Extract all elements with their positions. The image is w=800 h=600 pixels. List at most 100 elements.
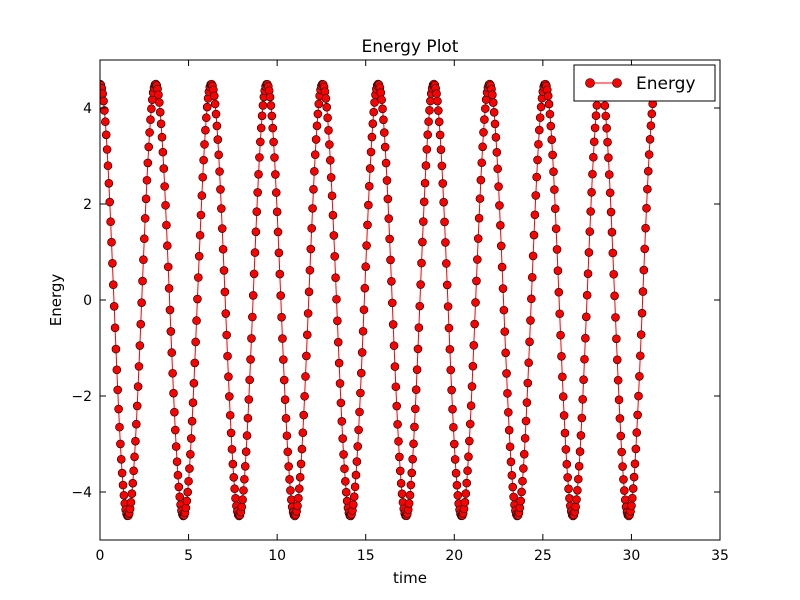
legend-marker bbox=[585, 78, 595, 88]
energy-point bbox=[303, 309, 313, 318]
energy-point bbox=[387, 276, 396, 286]
energy-point bbox=[188, 398, 198, 408]
energy-point bbox=[309, 185, 318, 194]
energy-point bbox=[144, 142, 154, 152]
energy-point bbox=[114, 404, 123, 414]
energy-point bbox=[229, 472, 239, 482]
energy-point bbox=[269, 137, 278, 147]
energy-point bbox=[410, 422, 419, 432]
energy-point bbox=[489, 108, 499, 117]
energy-point bbox=[119, 490, 129, 500]
energy-point bbox=[536, 102, 546, 112]
energy-point bbox=[479, 128, 488, 137]
energy-point bbox=[465, 436, 474, 446]
energy-point bbox=[246, 355, 255, 364]
energy-point bbox=[183, 487, 192, 497]
energy-point bbox=[364, 181, 374, 191]
energy-point bbox=[299, 410, 309, 420]
energy-point bbox=[298, 428, 308, 438]
energy-point bbox=[240, 462, 250, 471]
energy-point bbox=[166, 327, 176, 336]
energy-point bbox=[580, 354, 589, 364]
energy-point bbox=[550, 204, 560, 214]
energy-point bbox=[393, 420, 402, 429]
energy-point bbox=[448, 404, 457, 414]
energy-point bbox=[368, 119, 378, 128]
energy-point bbox=[384, 214, 394, 223]
energy-point bbox=[360, 283, 370, 293]
energy-point bbox=[256, 123, 266, 133]
energy-point bbox=[308, 204, 317, 213]
energy-point bbox=[173, 470, 183, 480]
energy-point bbox=[508, 482, 518, 492]
energy-point bbox=[629, 472, 639, 482]
x-tick-label: 5 bbox=[184, 548, 193, 564]
energy-point bbox=[162, 220, 171, 230]
energy-point bbox=[110, 323, 120, 333]
energy-point bbox=[390, 362, 400, 371]
energy-point bbox=[272, 207, 282, 217]
energy-point bbox=[635, 371, 644, 381]
energy-point bbox=[550, 185, 559, 194]
energy-point bbox=[518, 476, 527, 486]
energy-point bbox=[389, 341, 399, 351]
energy-point bbox=[143, 158, 153, 168]
energy-point bbox=[147, 104, 156, 114]
energy-point bbox=[434, 106, 443, 115]
energy-point bbox=[440, 217, 449, 227]
energy-point bbox=[406, 480, 416, 490]
energy-point bbox=[226, 428, 236, 438]
energy-point bbox=[562, 459, 572, 469]
energy-point bbox=[209, 91, 219, 101]
energy-point bbox=[133, 382, 143, 391]
energy-point bbox=[265, 92, 275, 102]
energy-point bbox=[323, 113, 332, 123]
energy-point bbox=[441, 238, 450, 247]
energy-point bbox=[417, 258, 426, 268]
energy-point bbox=[546, 121, 556, 131]
energy-point bbox=[392, 401, 402, 411]
energy-point bbox=[509, 492, 518, 502]
energy-point bbox=[585, 227, 595, 236]
energy-point bbox=[645, 135, 655, 144]
energy-point bbox=[215, 167, 224, 176]
energy-point bbox=[563, 473, 572, 482]
energy-point bbox=[416, 280, 425, 289]
energy-point bbox=[363, 220, 372, 230]
energy-point bbox=[544, 99, 554, 109]
energy-point bbox=[255, 153, 264, 162]
energy-point bbox=[476, 175, 486, 185]
energy-point bbox=[420, 178, 430, 188]
energy-point bbox=[186, 434, 196, 443]
energy-point bbox=[279, 375, 289, 385]
energy-point bbox=[581, 312, 591, 322]
energy-point bbox=[163, 262, 173, 272]
energy-point bbox=[108, 258, 117, 268]
energy-point bbox=[618, 462, 627, 471]
energy-point bbox=[643, 166, 653, 176]
energy-point bbox=[543, 91, 553, 101]
energy-point bbox=[418, 217, 428, 226]
energy-point bbox=[201, 125, 210, 135]
y-tick-label: 2 bbox=[83, 197, 92, 213]
energy-point bbox=[381, 158, 391, 168]
energy-point bbox=[333, 337, 343, 347]
energy-point bbox=[646, 121, 656, 130]
energy-point bbox=[590, 123, 600, 133]
energy-point bbox=[435, 130, 445, 140]
energy-point bbox=[551, 224, 561, 234]
energy-point bbox=[256, 137, 265, 147]
energy-point bbox=[639, 265, 649, 275]
energy-point bbox=[526, 316, 535, 325]
energy-point bbox=[129, 466, 138, 476]
energy-point bbox=[112, 365, 122, 375]
energy-point bbox=[175, 492, 185, 502]
energy-point bbox=[531, 191, 541, 200]
energy-point bbox=[447, 385, 456, 395]
energy-point bbox=[105, 197, 115, 207]
energy-point bbox=[552, 245, 562, 254]
y-tick-label: −4 bbox=[71, 485, 92, 501]
energy-point bbox=[589, 137, 599, 147]
energy-point bbox=[578, 395, 588, 404]
